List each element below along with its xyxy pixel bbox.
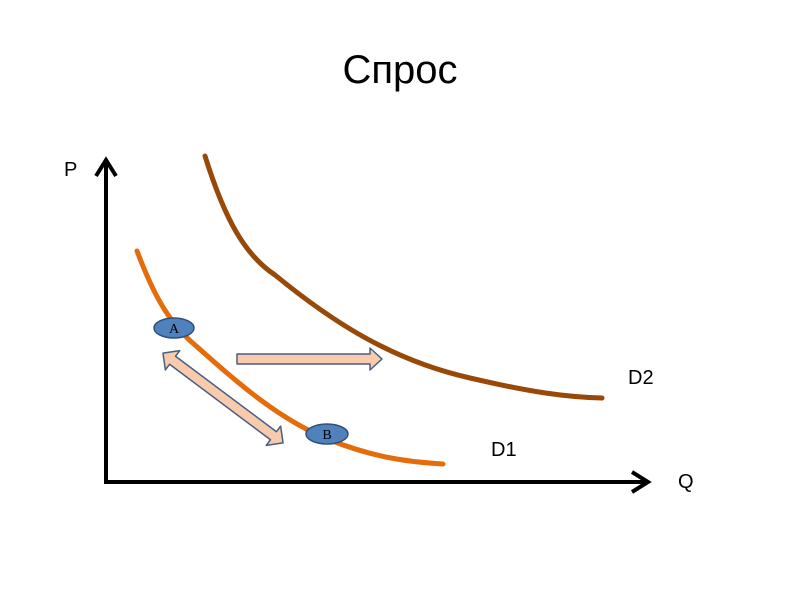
curve-label-d2: D2 bbox=[628, 367, 654, 389]
x-axis-label: Q bbox=[678, 471, 694, 493]
point-b-marker bbox=[305, 423, 349, 445]
shift-arrow bbox=[236, 347, 383, 371]
y-axis-label: P bbox=[64, 159, 77, 181]
point-a-marker bbox=[153, 317, 195, 339]
slide-title: Спрос bbox=[342, 48, 458, 92]
point-b-label: B bbox=[322, 428, 331, 443]
demand-curve-d2 bbox=[202, 153, 605, 401]
point-a: A bbox=[153, 317, 195, 339]
axes bbox=[94, 156, 652, 494]
y-axis-arrowhead bbox=[94, 156, 118, 178]
x-axis-arrowhead bbox=[630, 470, 652, 494]
point-a-label: A bbox=[169, 322, 180, 337]
point-b: B bbox=[305, 423, 349, 445]
movement-arrow bbox=[162, 349, 284, 447]
curve-label-d1: D1 bbox=[491, 439, 517, 461]
demand-curve-d1 bbox=[134, 248, 446, 467]
